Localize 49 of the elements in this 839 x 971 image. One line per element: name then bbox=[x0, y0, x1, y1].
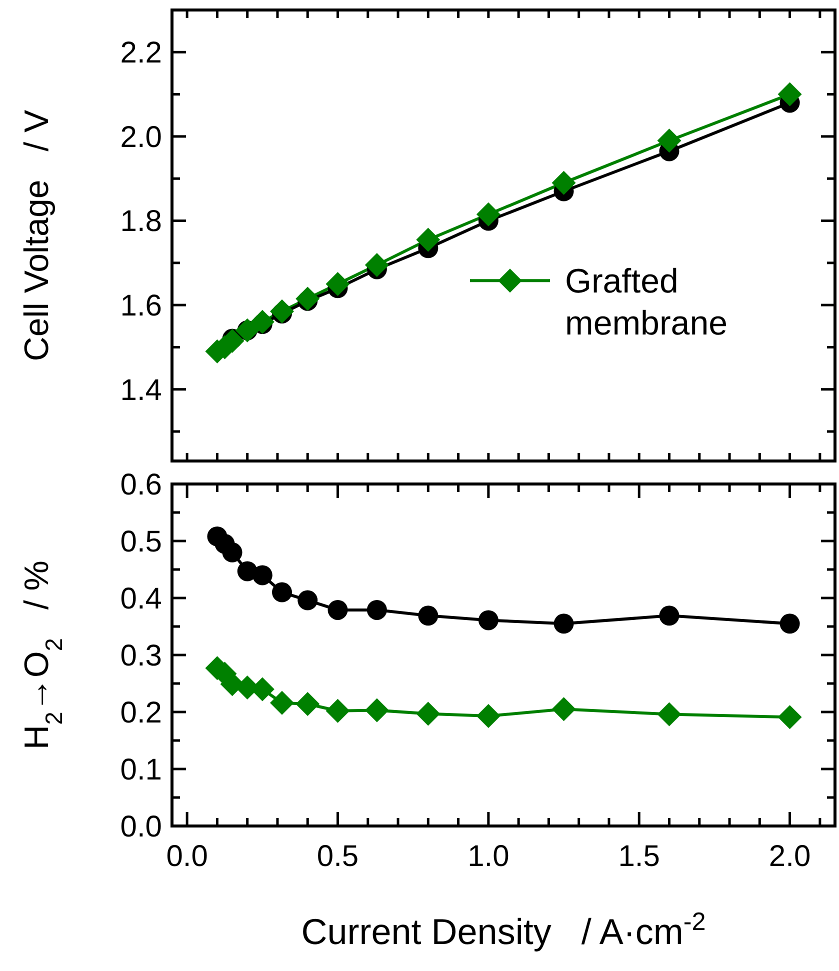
x-tick-label: 0.5 bbox=[316, 840, 359, 873]
y-tick-label: 0.6 bbox=[120, 468, 162, 502]
x-tick-label: 1.0 bbox=[468, 840, 510, 873]
legend-label: Grafted membrane bbox=[565, 262, 728, 342]
point bbox=[478, 610, 498, 630]
point bbox=[252, 565, 272, 586]
y-tick-label: 0.2 bbox=[120, 696, 162, 730]
y-tick-label: 1.6 bbox=[120, 290, 162, 323]
point bbox=[552, 170, 576, 195]
point bbox=[364, 698, 389, 722]
point bbox=[326, 272, 350, 296]
point bbox=[326, 698, 350, 723]
point bbox=[780, 614, 800, 634]
point bbox=[659, 606, 680, 626]
y-tick-label: 1.8 bbox=[120, 205, 162, 238]
point bbox=[657, 128, 682, 153]
x-tick-label: 1.5 bbox=[618, 840, 660, 873]
y-tick-label: 0.3 bbox=[120, 640, 162, 672]
point bbox=[552, 697, 576, 722]
y-tick-label: 1.4 bbox=[120, 374, 162, 407]
y-tick-label: 2.0 bbox=[120, 120, 162, 154]
point bbox=[416, 228, 440, 252]
point bbox=[298, 590, 318, 610]
x-tick-label: 2.0 bbox=[768, 840, 811, 873]
point bbox=[476, 202, 500, 226]
point bbox=[554, 614, 574, 634]
point bbox=[272, 582, 292, 602]
point bbox=[418, 606, 438, 626]
point bbox=[270, 690, 294, 715]
y-tick-label: 0.4 bbox=[120, 582, 162, 616]
x-axis-title: Current Density / A·cm$^{-2}$ bbox=[301, 908, 706, 952]
point bbox=[778, 705, 802, 730]
point bbox=[366, 600, 387, 620]
point bbox=[657, 702, 682, 726]
point bbox=[296, 692, 320, 716]
y-tick-label: 0.5 bbox=[120, 526, 162, 558]
y-tick-label: 2.2 bbox=[120, 36, 162, 70]
point bbox=[778, 82, 802, 106]
point bbox=[296, 286, 320, 311]
point bbox=[476, 704, 500, 728]
y-axis-title: Cell Voltage / V bbox=[18, 110, 56, 362]
point bbox=[364, 253, 389, 278]
point bbox=[270, 299, 294, 324]
point bbox=[416, 702, 440, 726]
point bbox=[222, 542, 242, 562]
x-tick-label: 0.0 bbox=[166, 840, 208, 873]
point bbox=[328, 600, 348, 620]
y-tick-label: 0.1 bbox=[120, 754, 162, 786]
y-tick-label: 0.0 bbox=[120, 810, 162, 844]
